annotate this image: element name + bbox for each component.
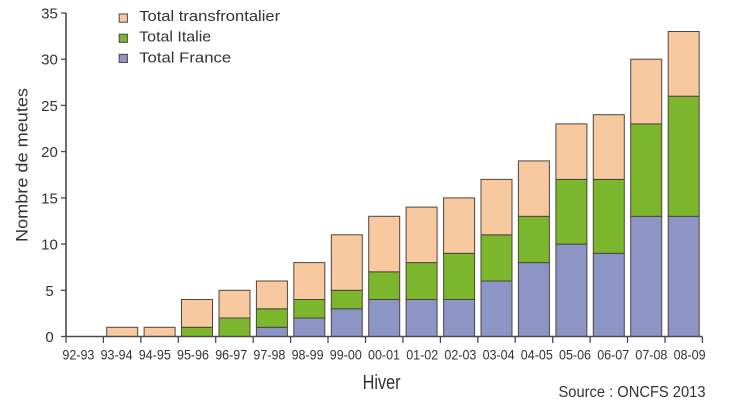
svg-text:5: 5	[45, 283, 53, 300]
svg-text:15: 15	[41, 190, 58, 207]
svg-text:99-00: 99-00	[330, 347, 362, 363]
svg-text:02-03: 02-03	[444, 347, 476, 363]
svg-text:35: 35	[41, 6, 58, 23]
svg-text:04-05: 04-05	[521, 347, 553, 363]
svg-text:00-01: 00-01	[368, 347, 400, 363]
svg-text:Nombre de meutes: Nombre de meutes	[13, 88, 32, 242]
svg-text:98-99: 98-99	[292, 347, 324, 363]
svg-text:08-09: 08-09	[674, 347, 706, 363]
svg-text:Total France: Total France	[139, 51, 231, 67]
svg-text:07-08: 07-08	[635, 347, 667, 363]
svg-text:92-93: 92-93	[62, 347, 94, 363]
svg-text:10: 10	[41, 237, 58, 254]
svg-text:Total Italie: Total Italie	[139, 29, 211, 45]
svg-text:Hiver: Hiver	[363, 372, 401, 394]
svg-text:96-97: 96-97	[215, 347, 247, 363]
svg-text:20: 20	[41, 144, 58, 161]
svg-text:94-95: 94-95	[139, 347, 171, 363]
svg-text:Total transfrontalier: Total transfrontalier	[139, 9, 280, 25]
svg-text:93-94: 93-94	[101, 347, 133, 363]
svg-text:Source : ONCFS 2013: Source : ONCFS 2013	[559, 384, 706, 401]
svg-text:06-07: 06-07	[597, 347, 629, 363]
svg-text:30: 30	[41, 52, 58, 69]
svg-text:97-98: 97-98	[253, 347, 285, 363]
svg-text:25: 25	[41, 98, 58, 115]
svg-text:05-06: 05-06	[559, 347, 591, 363]
svg-text:01-02: 01-02	[406, 347, 438, 363]
svg-text:95-96: 95-96	[177, 347, 209, 363]
svg-text:03-04: 03-04	[483, 347, 515, 363]
svg-text:0: 0	[45, 329, 53, 346]
